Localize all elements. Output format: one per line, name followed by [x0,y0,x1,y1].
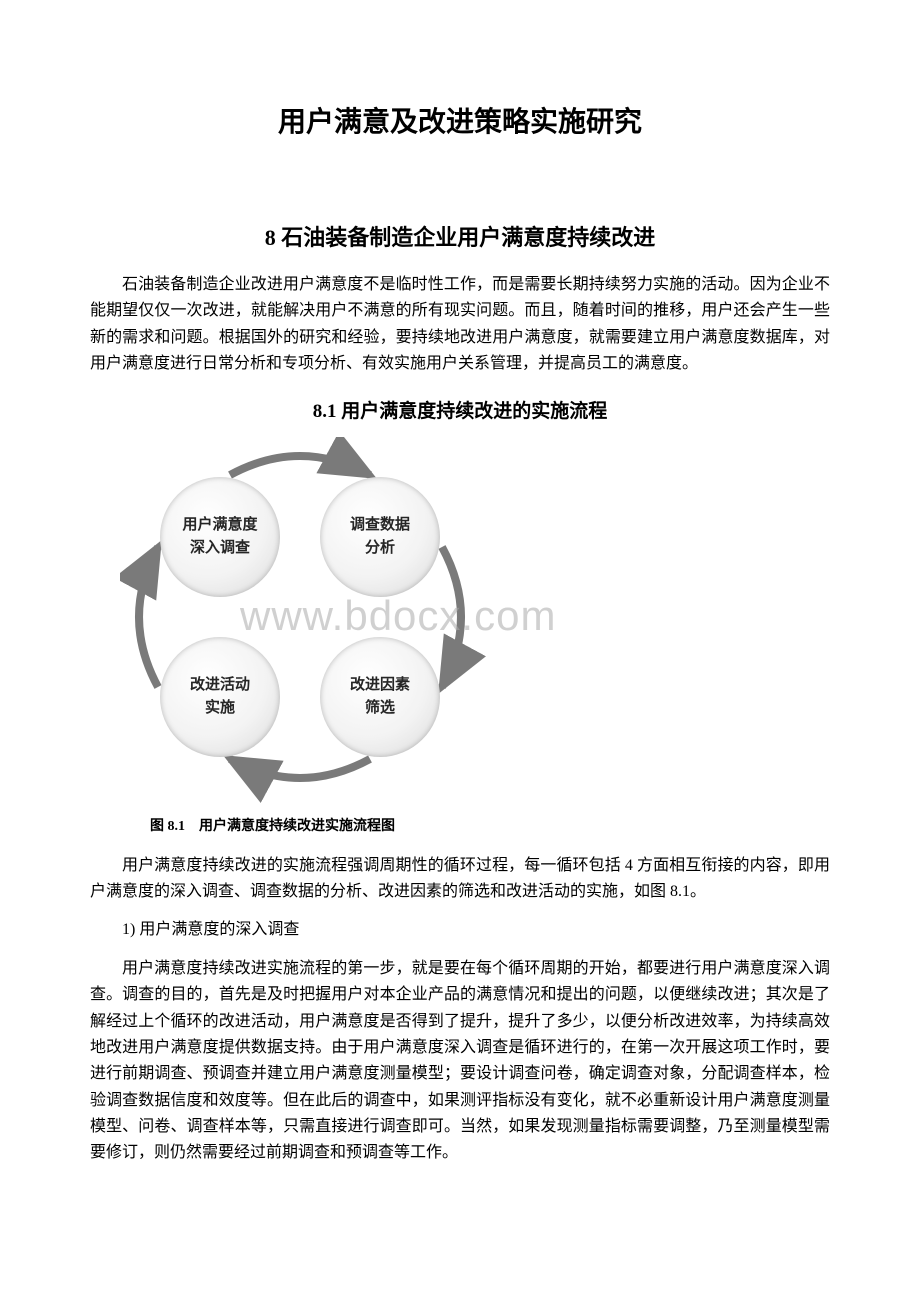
node-label: 实施 [205,697,235,720]
body-paragraph: 用户满意度持续改进实施流程的第一步，就是要在每个循环周期的开始，都要进行用户满意… [90,956,830,1167]
cycle-diagram: 用户满意度 深入调查 调查数据 分析 改进因素 筛选 改进活动 实施 www.b… [120,437,490,807]
figure-caption: 图 8.1 用户满意度持续改进实施流程图 [150,815,830,835]
node-label: 调查数据 [350,514,410,537]
body-paragraph: 用户满意度持续改进的实施流程强调周期性的循环过程，每一循环包括 4 方面相互衔接… [90,853,830,906]
main-title: 用户满意及改进策略实施研究 [90,100,830,140]
list-item-heading: 1) 用户满意度的深入调查 [122,917,830,943]
section-heading: 8 石油装备制造企业用户满意度持续改进 [90,220,830,252]
node-label: 用户满意度 [182,514,257,537]
cycle-node-implement: 改进活动 实施 [160,637,280,757]
cycle-arrow-icon [120,437,490,807]
cycle-node-filter: 改进因素 筛选 [320,637,440,757]
node-label: 分析 [365,537,395,560]
node-label: 筛选 [365,697,395,720]
node-label: 改进因素 [350,674,410,697]
document-page: 用户满意及改进策略实施研究 8 石油装备制造企业用户满意度持续改进 石油装备制造… [0,0,920,1237]
section-intro-paragraph: 石油装备制造企业改进用户满意度不是临时性工作，而是需要长期持续努力实施的活动。因… [90,272,830,378]
node-label: 改进活动 [190,674,250,697]
cycle-node-survey: 用户满意度 深入调查 [160,477,280,597]
subsection-heading: 8.1 用户满意度持续改进的实施流程 [90,396,830,423]
node-label: 深入调查 [190,537,250,560]
cycle-node-analysis: 调查数据 分析 [320,477,440,597]
